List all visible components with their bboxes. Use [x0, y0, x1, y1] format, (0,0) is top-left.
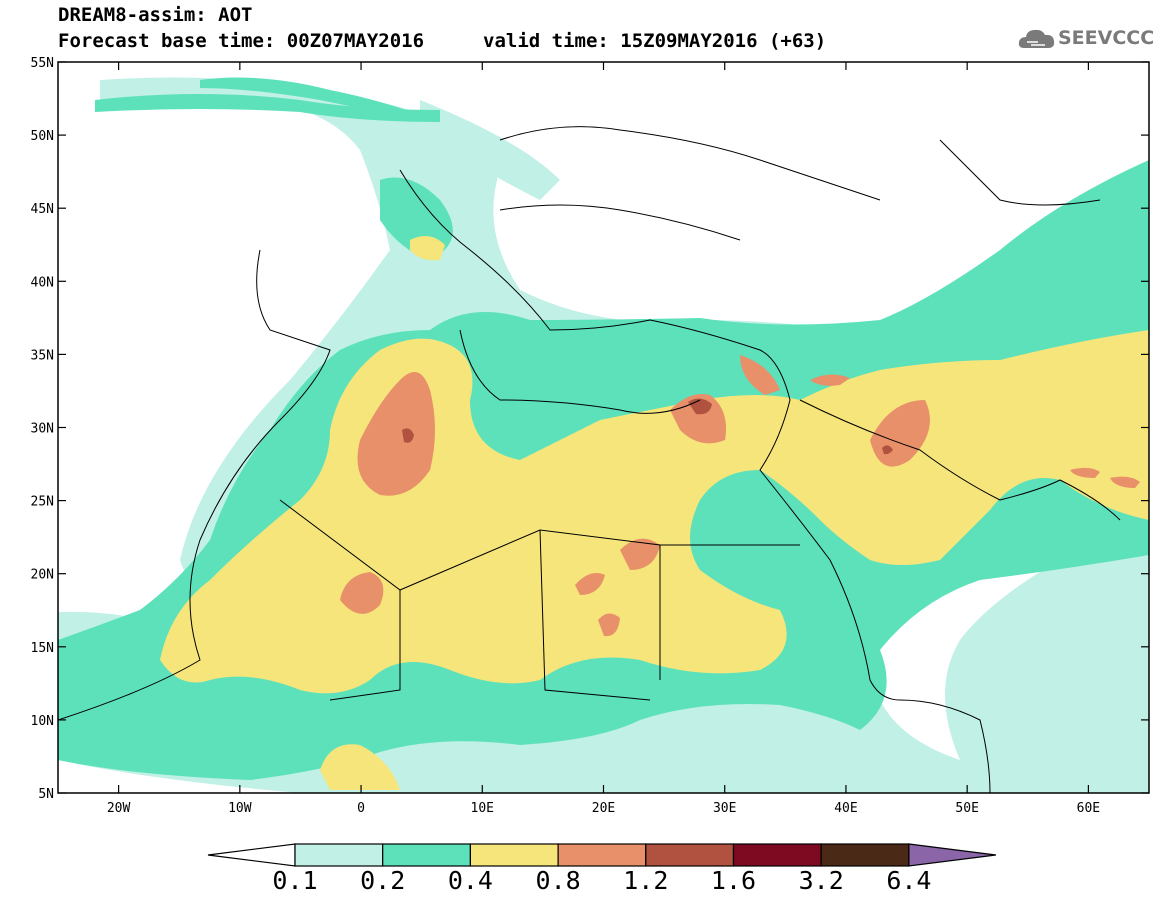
lat-label: 50N — [31, 129, 54, 144]
colorbar-label: 1.6 — [710, 866, 757, 895]
colorbar-segment — [294, 843, 384, 867]
lon-label: 0 — [357, 801, 365, 816]
lat-label: 25N — [31, 495, 54, 510]
lat-label: 10N — [31, 714, 54, 729]
lat-label: 15N — [31, 641, 54, 656]
latitude-axis: 55N 50N 45N 40N 35N 30N 25N 20N 15N 10N 5N — [31, 56, 1149, 802]
colorbar-label: 0.1 — [272, 866, 318, 895]
lon-label: 60E — [1077, 801, 1100, 816]
colorbar-segment — [207, 843, 296, 867]
colorbar-label: 0.2 — [360, 866, 406, 895]
colorbar-label: 1.2 — [623, 866, 669, 895]
colorbar-label: 3.2 — [798, 866, 844, 895]
colorbar-segment — [732, 843, 822, 867]
colorbar-segment — [382, 843, 472, 867]
longitude-axis: 20W 10W 0 10E 20E 30E 40E 50E 60E — [107, 62, 1100, 816]
lat-label: 55N — [31, 56, 54, 71]
valid-time: valid time: 15Z09MAY2016 (+63) — [483, 30, 827, 52]
lon-label: 10E — [471, 801, 494, 816]
lon-label: 30E — [713, 801, 736, 816]
lat-label: 5N — [38, 787, 54, 802]
colorbar-label: 0.4 — [447, 866, 493, 895]
aot-field — [58, 62, 1149, 793]
lon-label: 20W — [107, 801, 131, 816]
colorbar-label: 0.8 — [535, 866, 581, 895]
lon-label: 20E — [592, 801, 615, 816]
lat-label: 20N — [31, 568, 54, 583]
colorbar-segment — [645, 843, 735, 867]
map-title: DREAM8-assim: AOT — [58, 4, 253, 26]
logo-text: SEEVCCC — [1058, 27, 1155, 49]
lon-label: 40E — [834, 801, 857, 816]
lat-label: 35N — [31, 348, 54, 363]
colorbar-segment — [908, 843, 996, 867]
colorbar-segment — [820, 843, 910, 867]
cloud-logo-icon — [1018, 29, 1055, 48]
lat-label: 45N — [31, 202, 54, 217]
lon-label: 50E — [955, 801, 978, 816]
colorbar-label: 6.4 — [886, 866, 932, 895]
lat-label: 40N — [31, 275, 54, 290]
lat-label: 30N — [31, 422, 54, 437]
lon-label: 10W — [228, 801, 252, 816]
colorbar-segment — [469, 843, 559, 867]
forecast-base-time: Forecast base time: 00Z07MAY2016 — [58, 30, 425, 52]
colorbar — [207, 843, 996, 867]
colorbar-segment — [557, 843, 647, 867]
